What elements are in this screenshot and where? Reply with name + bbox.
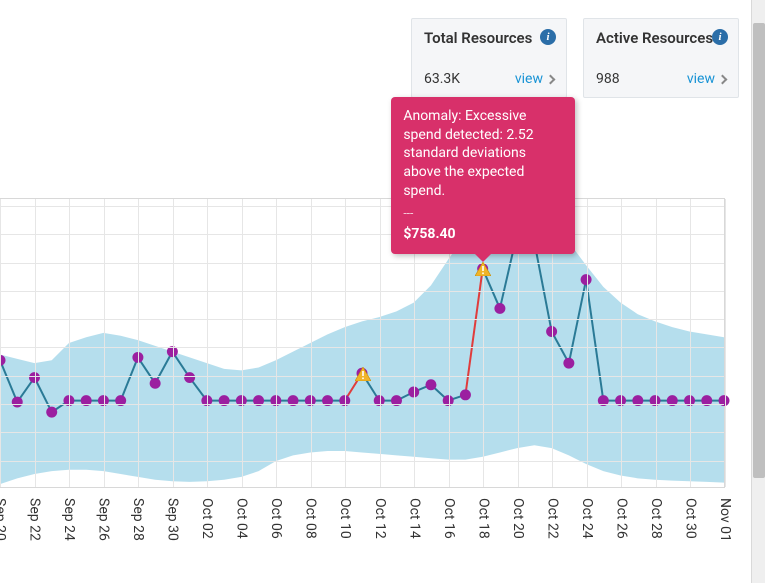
chart-data-point[interactable] <box>12 397 23 408</box>
info-icon[interactable]: i <box>540 29 556 45</box>
chart-data-point[interactable] <box>150 378 161 389</box>
chart-data-point[interactable] <box>184 372 195 383</box>
x-axis-label: Oct 30 <box>682 498 698 539</box>
x-axis-label: Nov 01 <box>717 498 733 542</box>
x-axis-label: Oct 24 <box>579 498 595 539</box>
stat-title: Active Resources <box>596 29 726 47</box>
x-axis-label: Sep 30 <box>165 498 181 541</box>
chart-confidence-band <box>0 206 724 484</box>
x-axis-label: Sep 26 <box>96 498 112 541</box>
view-link[interactable]: view <box>515 71 554 87</box>
x-axis-label: Sep 22 <box>27 498 43 541</box>
x-axis-labels: Sep 20 Sep 22 Sep 24 Sep 26 Sep 28 Sep 30 Oct … <box>0 498 725 578</box>
stat-card-total-resources: Total Resources i 63.3K view <box>411 18 567 98</box>
x-axis-label: Oct 20 <box>510 498 526 539</box>
x-axis-label: Sep 24 <box>61 498 77 541</box>
tooltip-text: Anomaly: Excessive spend detected: 2.52 … <box>403 107 563 201</box>
x-axis-label: Oct 04 <box>234 498 250 539</box>
stat-value: 63.3K <box>424 71 460 87</box>
x-axis-label: Oct 08 <box>303 498 319 539</box>
stat-title: Total Resources <box>424 29 554 47</box>
chart-data-point[interactable] <box>46 407 57 418</box>
chevron-right-icon <box>718 74 728 84</box>
chart-data-point[interactable] <box>460 389 471 400</box>
x-axis-label: Oct 14 <box>406 498 422 539</box>
stat-card-active-resources: Active Resources i 988 view <box>583 18 739 98</box>
anomaly-warning-icon[interactable] <box>355 367 371 381</box>
x-axis-label: Sep 20 <box>0 498 8 541</box>
x-axis-label: Oct 16 <box>441 498 457 539</box>
chart-data-point[interactable] <box>563 358 574 369</box>
x-axis-label: Oct 28 <box>648 498 664 539</box>
chart-svg <box>0 199 724 487</box>
x-axis-label: Oct 22 <box>544 498 560 539</box>
x-axis-label: Oct 12 <box>372 498 388 539</box>
x-axis-label: Sep 28 <box>130 498 146 541</box>
chevron-right-icon <box>546 74 556 84</box>
stats-row: Total Resources i 63.3K view Active Reso… <box>411 18 739 98</box>
scrollbar-thumb[interactable] <box>753 23 765 478</box>
view-link-label: view <box>515 71 543 87</box>
stat-value: 988 <box>596 71 620 87</box>
x-axis-label: Oct 10 <box>337 498 353 539</box>
x-axis-label: Oct 18 <box>475 498 491 539</box>
x-axis-label: Oct 02 <box>199 498 215 539</box>
x-axis-label: Oct 26 <box>613 498 629 539</box>
view-link[interactable]: view <box>687 71 726 87</box>
x-axis-label: Oct 06 <box>268 498 284 539</box>
anomaly-warning-icon[interactable] <box>475 262 491 276</box>
chart-data-point[interactable] <box>529 237 540 248</box>
info-icon[interactable]: i <box>712 29 728 45</box>
scrollbar-track[interactable] <box>751 0 765 583</box>
chart-data-point[interactable] <box>494 303 505 314</box>
view-link-label: view <box>687 71 715 87</box>
chart-data-point[interactable] <box>425 379 436 390</box>
chart-plot <box>0 198 725 488</box>
